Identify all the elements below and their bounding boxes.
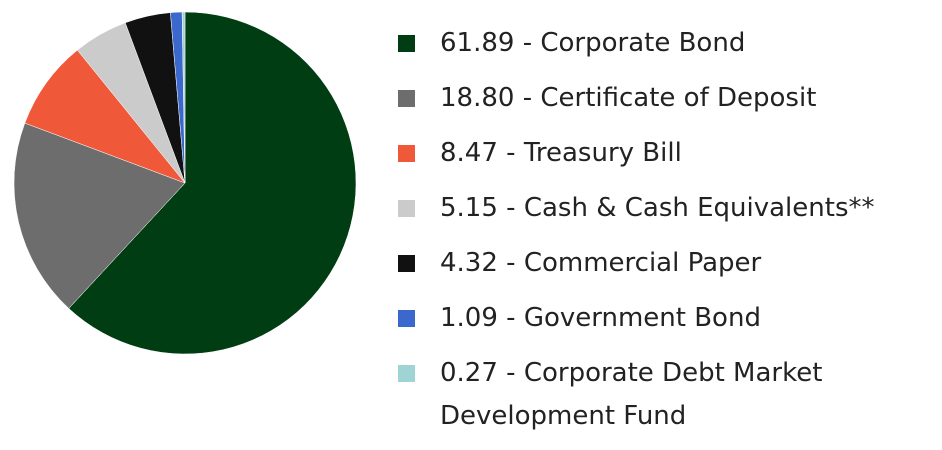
legend-swatch xyxy=(398,35,415,52)
legend-name: Commercial Paper xyxy=(523,248,762,278)
legend-label: 18.80 - Certificate of Deposit xyxy=(440,77,880,120)
pie-slice xyxy=(181,11,186,184)
legend-item: 1.09 - Government Bond xyxy=(398,297,928,340)
pie-slice xyxy=(13,122,186,309)
legend-value: 18.80 xyxy=(440,83,515,113)
legend-separator: - xyxy=(497,193,524,223)
legend-value: 61.89 xyxy=(440,28,515,58)
legend-name: Government Bond xyxy=(523,303,761,333)
legend-item: 0.27 - Corporate Debt Market Development… xyxy=(398,352,928,438)
legend-swatch xyxy=(398,145,415,162)
legend-value: 0.27 xyxy=(440,358,498,388)
legend-item: 18.80 - Certificate of Deposit xyxy=(398,77,928,120)
legend-separator: - xyxy=(497,248,524,278)
legend-name: Corporate Bond xyxy=(540,28,746,58)
legend-separator: - xyxy=(514,83,541,113)
legend-name: Treasury Bill xyxy=(523,138,682,168)
legend-item: 5.15 - Cash & Cash Equivalents** xyxy=(398,187,928,230)
legend-separator: - xyxy=(497,138,524,168)
legend-label: 8.47 - Treasury Bill xyxy=(440,132,880,175)
page: 61.89 - Corporate Bond 18.80 - Certificat… xyxy=(13,11,875,431)
legend-item: 61.89 - Corporate Bond xyxy=(398,22,928,65)
legend-swatch xyxy=(398,365,415,382)
legend-label: 5.15 - Cash & Cash Equivalents** xyxy=(440,187,880,230)
legend-value: 8.47 xyxy=(440,138,498,168)
pie-slice xyxy=(24,49,186,184)
legend-swatch xyxy=(398,255,415,272)
legend-value: 5.15 xyxy=(440,193,498,223)
legend-label: 4.32 - Commercial Paper xyxy=(440,242,880,285)
legend-name: Cash & Cash Equivalents** xyxy=(523,193,875,223)
legend-value: 1.09 xyxy=(440,303,498,333)
legend-label: 0.27 - Corporate Debt Market Development… xyxy=(440,352,880,438)
pie-chart xyxy=(13,11,357,355)
legend-swatch xyxy=(398,310,415,327)
legend-label: 1.09 - Government Bond xyxy=(440,297,880,340)
legend-value: 4.32 xyxy=(440,248,498,278)
legend-swatch xyxy=(398,200,415,217)
legend-name: Certificate of Deposit xyxy=(540,83,817,113)
legend-separator: - xyxy=(514,28,541,58)
legend-separator: - xyxy=(497,303,524,333)
legend-separator: - xyxy=(497,358,524,388)
legend-swatch xyxy=(398,90,415,107)
legend-label: 61.89 - Corporate Bond xyxy=(440,22,880,65)
legend-item: 8.47 - Treasury Bill xyxy=(398,132,928,175)
pie-slice xyxy=(68,11,357,355)
legend-item: 4.32 - Commercial Paper xyxy=(398,242,928,285)
legend: 61.89 - Corporate Bond 18.80 - Certificat… xyxy=(398,22,928,450)
